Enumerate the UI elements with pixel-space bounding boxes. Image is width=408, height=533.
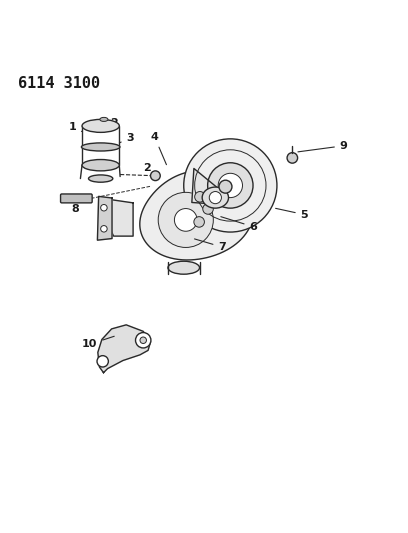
Text: 10: 10 (82, 336, 114, 349)
Text: 9: 9 (298, 141, 348, 152)
Ellipse shape (202, 187, 228, 208)
Circle shape (194, 216, 204, 227)
Text: 4: 4 (151, 132, 166, 165)
Polygon shape (98, 325, 151, 373)
Text: 2: 2 (105, 118, 118, 127)
Circle shape (287, 152, 297, 163)
FancyBboxPatch shape (60, 194, 92, 203)
Text: 6: 6 (221, 217, 257, 232)
Circle shape (101, 225, 107, 232)
Text: 8: 8 (72, 204, 80, 214)
Circle shape (203, 204, 213, 214)
Circle shape (97, 356, 109, 367)
Ellipse shape (100, 117, 108, 122)
Text: 7: 7 (195, 239, 226, 252)
Circle shape (209, 191, 222, 204)
Ellipse shape (89, 175, 113, 182)
Circle shape (135, 333, 151, 348)
Circle shape (101, 205, 107, 211)
Circle shape (218, 173, 242, 198)
Circle shape (208, 163, 253, 208)
Ellipse shape (82, 143, 120, 151)
Polygon shape (107, 200, 133, 236)
Ellipse shape (168, 261, 200, 274)
Text: 5: 5 (275, 208, 308, 220)
Text: 1: 1 (69, 122, 82, 132)
Polygon shape (98, 196, 112, 240)
Polygon shape (192, 168, 223, 205)
Circle shape (140, 337, 146, 343)
Circle shape (151, 171, 160, 181)
Text: 2: 2 (143, 164, 157, 173)
Circle shape (184, 139, 277, 232)
Polygon shape (140, 170, 253, 260)
Ellipse shape (82, 119, 119, 132)
Circle shape (158, 192, 213, 247)
Circle shape (219, 180, 232, 193)
Text: 6114 3100: 6114 3100 (18, 76, 100, 91)
Circle shape (174, 208, 197, 231)
Text: 3: 3 (120, 133, 134, 143)
Ellipse shape (82, 159, 119, 171)
Circle shape (195, 191, 205, 202)
